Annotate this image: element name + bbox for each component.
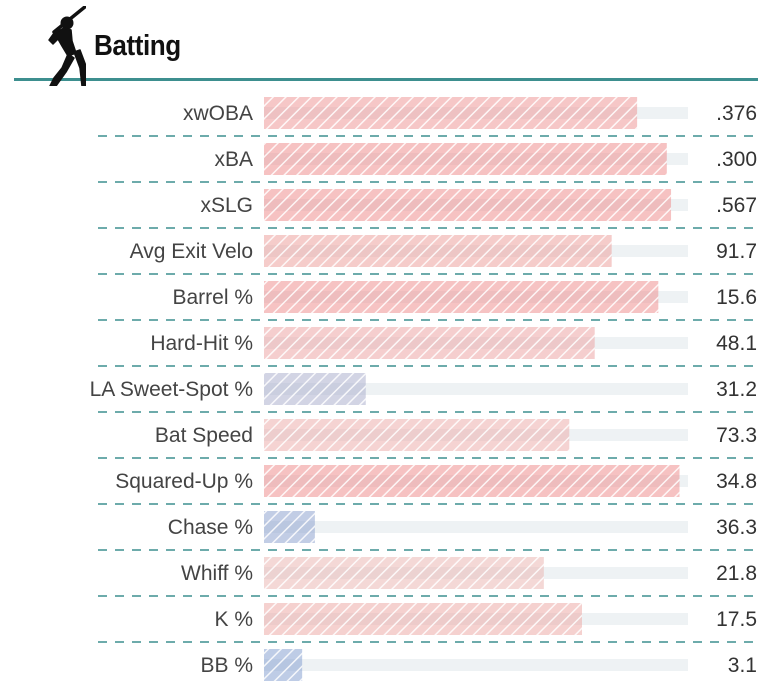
percentile-bar <box>264 373 366 405</box>
bar-row: Squared-Up % 34.8 <box>98 465 757 505</box>
batter-silhouette-icon <box>48 6 86 86</box>
percentile-bar <box>264 143 667 175</box>
category-label: Avg Exit Velo <box>130 240 253 263</box>
percentile-bar <box>264 189 672 221</box>
bar-row: xBA .300 <box>98 143 757 183</box>
value-label: 17.5 <box>716 608 757 631</box>
value-label: 73.3 <box>716 424 757 447</box>
bar-row: Hard-Hit % 48.1 <box>98 327 757 367</box>
percentile-bar <box>264 465 680 497</box>
value-label: 3.1 <box>728 654 757 677</box>
category-label: Bat Speed <box>155 424 253 447</box>
category-label: Barrel % <box>172 286 253 309</box>
category-label: xSLG <box>200 194 253 217</box>
category-label: BB % <box>200 654 253 677</box>
value-label: .300 <box>716 148 757 171</box>
percentile-bar <box>264 557 544 589</box>
value-label: 34.8 <box>716 470 757 493</box>
percentile-bar <box>264 511 315 543</box>
value-label: .567 <box>716 194 757 217</box>
bar-row: xSLG .567 <box>98 189 757 229</box>
bar-row: BB % 3.1 <box>200 649 757 681</box>
percentile-bar <box>264 649 303 681</box>
value-label: 91.7 <box>716 240 757 263</box>
section-header: Batting <box>14 0 758 86</box>
bar-row: xwOBA .376 <box>98 97 757 137</box>
bar-row: Bat Speed 73.3 <box>98 419 757 459</box>
bar-row: Barrel % 15.6 <box>98 281 757 321</box>
value-label: 31.2 <box>716 378 757 401</box>
category-label: LA Sweet-Spot % <box>90 378 253 401</box>
value-label: 48.1 <box>716 332 757 355</box>
category-label: xwOBA <box>183 102 253 125</box>
category-label: xBA <box>214 148 253 171</box>
category-label: Chase % <box>168 516 253 539</box>
percentile-bar <box>264 235 612 267</box>
percentile-bar <box>264 327 595 359</box>
bar-track <box>264 521 688 533</box>
category-label: Squared-Up % <box>115 470 253 493</box>
value-label: .376 <box>716 102 757 125</box>
category-label: K % <box>214 608 253 631</box>
bar-row: Avg Exit Velo 91.7 <box>98 235 757 275</box>
percentile-bar <box>264 603 582 635</box>
value-label: 36.3 <box>716 516 757 539</box>
section-title: Batting <box>94 30 181 62</box>
bar-row: K % 17.5 <box>98 603 757 643</box>
percentile-bar <box>264 97 638 129</box>
category-label: Hard-Hit % <box>150 332 253 355</box>
value-label: 21.8 <box>716 562 757 585</box>
percentile-bar <box>264 419 570 451</box>
percentile-bar <box>264 281 659 313</box>
category-label: Whiff % <box>181 562 253 585</box>
bar-row: LA Sweet-Spot % 31.2 <box>90 373 757 413</box>
bar-track <box>264 383 688 395</box>
bar-row: Chase % 36.3 <box>98 511 757 551</box>
bar-row: Whiff % 21.8 <box>98 557 757 597</box>
bar-track <box>264 659 688 671</box>
value-label: 15.6 <box>716 286 757 309</box>
